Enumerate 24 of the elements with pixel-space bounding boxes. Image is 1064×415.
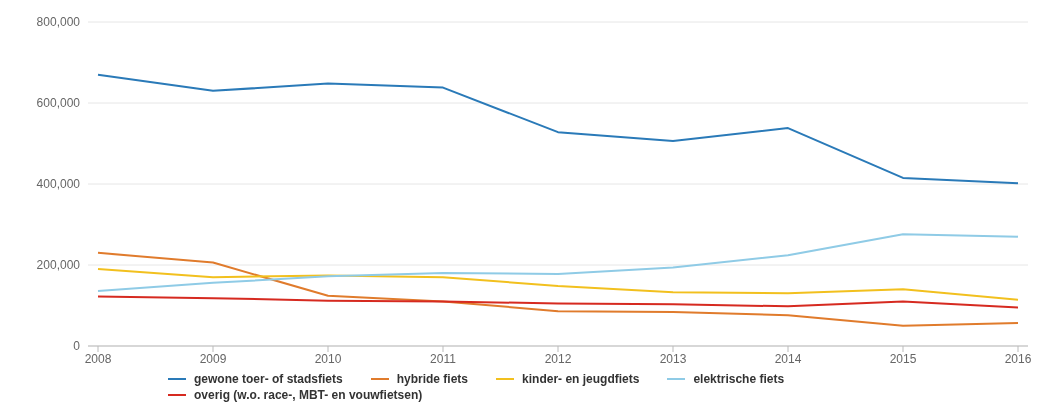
y-tick-label: 200,000 (36, 258, 81, 273)
y-tick-label: 600,000 (36, 96, 81, 111)
legend-label: elektrische fiets (693, 372, 785, 386)
y-tick-label: 400,000 (36, 177, 81, 192)
x-tick-label: 2015 (889, 351, 917, 366)
x-tick-label: 2013 (659, 351, 687, 366)
legend-label: kinder- en jeugdfiets (522, 372, 640, 386)
line-series (97, 251, 1019, 327)
y-tick-label: 800,000 (36, 15, 81, 30)
legend-label: overig (w.o. race-, MBT- en vouwfietsen) (194, 388, 423, 402)
x-tick-label: 2014 (774, 351, 802, 366)
x-tick-label: 2016 (1004, 351, 1032, 366)
line-series (97, 233, 1019, 292)
line-series (97, 73, 1019, 185)
legend-label: gewone toer- of stadsfiets (194, 372, 343, 386)
x-tick-label: 2010 (314, 351, 342, 366)
y-tick-label: 0 (73, 339, 81, 354)
x-tick-label: 2008 (84, 351, 112, 366)
legend-label: hybride fiets (396, 372, 469, 386)
line-series (97, 268, 1019, 301)
x-tick-label: 2009 (199, 351, 227, 366)
x-tick-label: 2012 (544, 351, 572, 366)
x-tick-label: 2011 (430, 351, 457, 366)
line-series (97, 295, 1019, 309)
